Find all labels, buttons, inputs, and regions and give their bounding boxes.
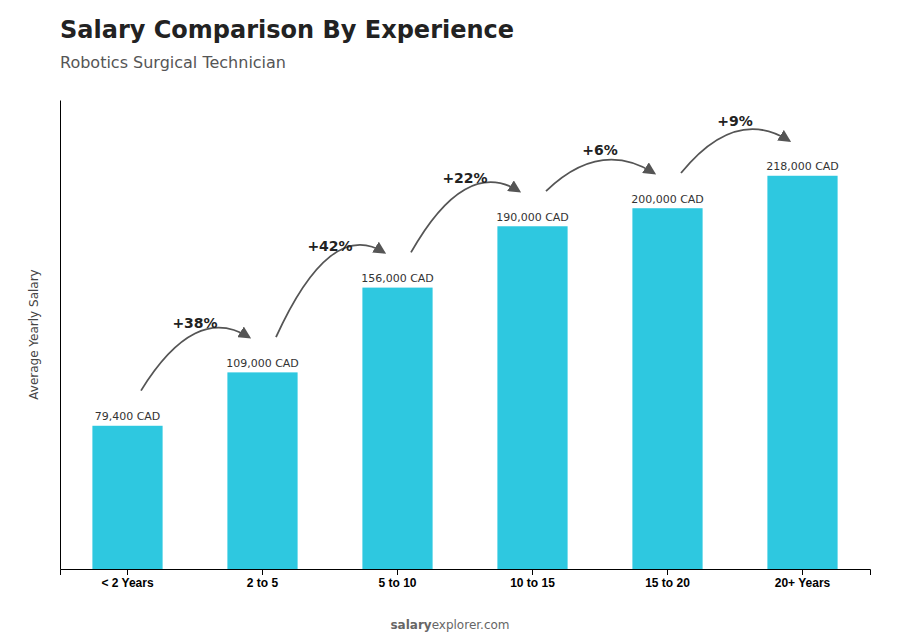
bar bbox=[497, 226, 567, 569]
annotations: +38% +42% +22% +6% +9% bbox=[141, 113, 789, 391]
x-tick-label: 5 to 10 bbox=[378, 576, 416, 590]
x-tick-mark bbox=[397, 569, 398, 575]
data-label: 109,000 CAD bbox=[226, 357, 299, 370]
change-arrow bbox=[276, 245, 384, 337]
x-tick: < 2 Years bbox=[101, 569, 153, 590]
x-tick: 10 to 15 bbox=[510, 569, 555, 590]
subtitle: Robotics Surgical Technician bbox=[60, 53, 286, 72]
bar bbox=[362, 288, 432, 569]
annotation: +9% bbox=[717, 113, 753, 129]
x-tick-mark bbox=[532, 569, 533, 575]
x-tick-mark bbox=[667, 569, 668, 575]
bars bbox=[92, 176, 837, 569]
watermark-part: explorer.com bbox=[432, 618, 510, 632]
data-labels: 79,400 CAD 109,000 CAD 156,000 CAD 190,000 … bbox=[95, 160, 839, 423]
title: Salary Comparison By Experience bbox=[60, 16, 514, 44]
bar bbox=[767, 176, 837, 569]
bar bbox=[227, 372, 297, 569]
data-label: 200,000 CAD bbox=[631, 193, 704, 206]
x-axis-line bbox=[61, 570, 871, 576]
change-arrow bbox=[411, 182, 519, 252]
x-tick-mark bbox=[262, 569, 263, 575]
y-axis-line bbox=[60, 101, 61, 570]
data-label: 156,000 CAD bbox=[361, 272, 434, 285]
annotation: +38% bbox=[172, 315, 217, 331]
watermark: salaryexplorer.com bbox=[390, 618, 509, 632]
x-tick-mark bbox=[802, 569, 803, 575]
x-tick: 5 to 10 bbox=[378, 569, 416, 590]
x-axis: < 2 Years 2 to 5 5 to 10 10 to 15 15 to 20 20… bbox=[61, 569, 871, 590]
change-arrow bbox=[546, 160, 654, 191]
y-axis bbox=[60, 101, 61, 570]
change-arrow bbox=[141, 328, 249, 391]
x-tick: 15 to 20 bbox=[645, 569, 690, 590]
y-axis-title: Average Yearly Salary bbox=[27, 269, 41, 399]
bar bbox=[92, 426, 162, 569]
x-tick-label: < 2 Years bbox=[101, 576, 153, 590]
x-tick-label: 10 to 15 bbox=[510, 576, 555, 590]
data-label: 218,000 CAD bbox=[766, 160, 839, 173]
chart: Salary Comparison By Experience Robotics … bbox=[0, 0, 900, 641]
annotation: +22% bbox=[442, 170, 487, 186]
annotation: +6% bbox=[582, 142, 618, 158]
data-label: 190,000 CAD bbox=[496, 211, 569, 224]
data-label: 79,400 CAD bbox=[95, 410, 161, 423]
x-tick-label: 15 to 20 bbox=[645, 576, 690, 590]
x-tick: 2 to 5 bbox=[247, 569, 279, 590]
x-tick-label: 20+ Years bbox=[775, 576, 831, 590]
change-arrow bbox=[681, 129, 789, 173]
plot: < 2 Years 2 to 5 5 to 10 10 to 15 15 to 20 20… bbox=[27, 101, 871, 590]
x-tick: 20+ Years bbox=[775, 569, 831, 590]
bar bbox=[632, 208, 702, 569]
annotation: +42% bbox=[307, 238, 352, 254]
x-tick-mark bbox=[127, 569, 128, 575]
watermark-part: salary bbox=[390, 618, 431, 632]
x-tick-label: 2 to 5 bbox=[247, 576, 279, 590]
